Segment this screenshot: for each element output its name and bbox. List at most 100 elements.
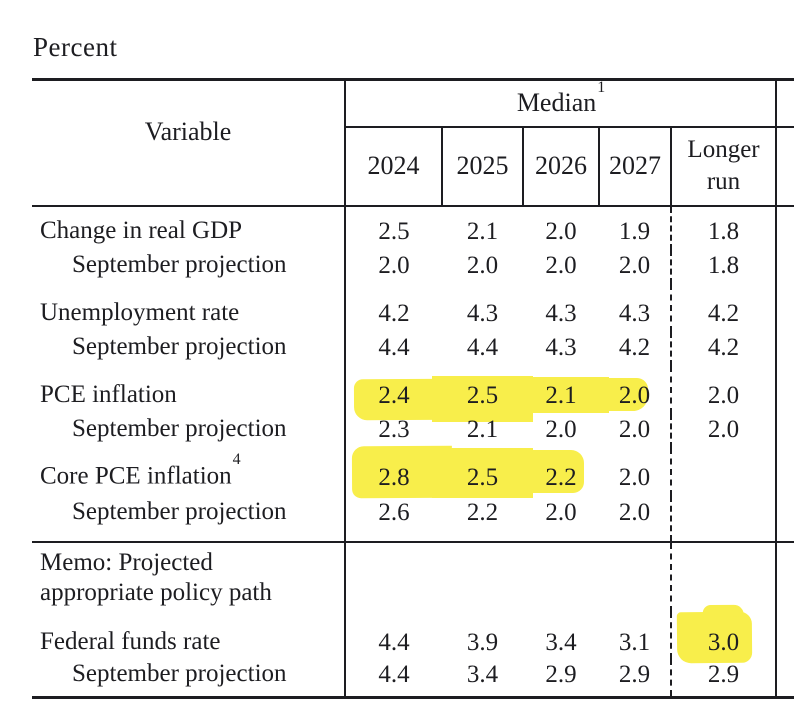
- variable-header-label: Variable: [144, 116, 232, 146]
- cell-value: 2.0: [545, 251, 577, 279]
- cell-value: 1.8: [669, 249, 778, 284]
- cell-value: [669, 540, 778, 612]
- cutoff-column-cell: [776, 659, 794, 698]
- cell-value: 2.0: [545, 498, 577, 526]
- cutoff-column-cell: [776, 540, 794, 612]
- cell-value: [523, 540, 599, 612]
- table-row-gdp: Change in real GDP 2.5 2.1 2.0 1.9 1.8: [32, 205, 794, 250]
- row-label: September projection: [32, 331, 346, 366]
- row-label: September projection: [32, 249, 346, 284]
- cell-value: [599, 540, 671, 612]
- cutoff-column-cell: [776, 448, 794, 496]
- cutoff-column-cell: [776, 206, 794, 250]
- row-label: Memo: Projected appropriate policy path: [32, 540, 346, 612]
- table-row-core-pce-september: September projection 2.6 2.2 2.0 2.0: [32, 495, 794, 542]
- cell-value: 2.9: [618, 660, 651, 688]
- year-header-2026: 2026: [523, 126, 600, 207]
- cutoff-column-cell: [776, 612, 794, 659]
- row-label: Federal funds rate: [32, 611, 346, 659]
- cell-value: 3.4: [545, 628, 577, 656]
- cutoff-column-cell: [776, 366, 794, 414]
- table-row-federal-funds-september: September projection 4.4 3.4 2.9 2.9 2.9: [32, 658, 794, 698]
- cell-value: 2.0: [618, 498, 651, 526]
- cutoff-column-cell: [776, 126, 794, 207]
- longer-run-header: Longer run: [671, 126, 778, 207]
- cell-value: 4.2: [618, 333, 651, 361]
- cutoff-column-cell: [776, 496, 794, 542]
- cell-value: 4.2: [378, 299, 410, 327]
- variable-column-header: Variable: [32, 79, 346, 207]
- table-row-federal-funds-rate: Federal funds rate 4.4 3.9 3.4 3.1 3.0: [32, 611, 794, 663]
- table-header-group-row: Variable Median1: [32, 78, 794, 207]
- cell-value: [345, 540, 442, 612]
- cell-value: 4.4: [378, 333, 410, 361]
- table-row-unemployment-september: September projection 4.4 4.4 4.3 4.2 4.2: [32, 331, 794, 366]
- cell-value: 3.1: [618, 628, 651, 656]
- cell-value: 3.9: [466, 628, 499, 656]
- median-header-label: Median: [516, 88, 597, 118]
- median-group-header: Median1: [345, 78, 778, 128]
- cell-value: 1.9: [618, 217, 651, 245]
- highlight-mark: [513, 449, 584, 493]
- cell-value: 4.2: [669, 283, 778, 332]
- cell-value: 4.4: [378, 628, 410, 656]
- cutoff-column-cell: [776, 284, 794, 332]
- cell-value: 2.6: [378, 498, 410, 526]
- cell-value: 2.0: [669, 365, 778, 414]
- table-header-years-row: 2024 2025 2026 2027 Longer run: [32, 126, 794, 207]
- cell-value: 2.5: [378, 217, 410, 245]
- cell-value: 4.4: [378, 660, 410, 688]
- cell-value: 2.0: [378, 251, 410, 279]
- cell-value: [669, 495, 778, 542]
- cell-value: 2.5: [432, 366, 533, 422]
- cell-value: 2.0: [545, 415, 577, 443]
- cell-value: 4.3: [618, 299, 651, 327]
- row-label: September projection: [32, 495, 346, 542]
- cell-value: 2.3: [378, 415, 410, 443]
- table-row-unemployment: Unemployment rate 4.2 4.3 4.3 4.3 4.2: [32, 283, 794, 332]
- cell-value: 4.4: [466, 333, 499, 361]
- cutoff-column-cell: [776, 332, 794, 366]
- cutoff-column-cell: [776, 79, 794, 128]
- cell-value: 4.3: [466, 299, 499, 327]
- table-row-core-pce-inflation: Core PCE inflation4 2.8 2.5 2.2 2.0: [32, 445, 794, 498]
- year-header-2024: 2024: [345, 126, 443, 207]
- table-row-gdp-september: September projection 2.0 2.0 2.0 2.0 1.8: [32, 249, 794, 284]
- table-row-pce-inflation: PCE inflation 2.4 2.5 2.1 2.0 2.0: [32, 365, 794, 422]
- row-label: Core PCE inflation4: [32, 447, 346, 496]
- cell-value: 4.2: [669, 331, 778, 366]
- cell-value: 2.9: [669, 658, 778, 697]
- cell-value: [442, 540, 523, 612]
- row-label: Change in real GDP: [32, 205, 346, 250]
- cutoff-column-cell: [776, 250, 794, 284]
- cell-value: 2.0: [545, 217, 577, 245]
- cell-value: 4.3: [545, 333, 577, 361]
- year-header-2025: 2025: [442, 126, 524, 207]
- cell-value: 2.8: [345, 445, 453, 498]
- cutoff-column-cell: [776, 414, 794, 448]
- row-label: September projection: [32, 413, 346, 448]
- cell-value: 2.9: [545, 660, 577, 688]
- cell-value: 4.3: [545, 299, 577, 327]
- cell-value: 2.2: [513, 448, 599, 496]
- row-label: Unemployment rate: [32, 283, 346, 332]
- cell-value: 2.4: [345, 366, 453, 420]
- cell-value: 2.2: [466, 498, 499, 526]
- cell-value: 2.5: [432, 447, 533, 498]
- projections-table: Variable Median1 2024 2025 2026 2027 Lon…: [32, 78, 794, 699]
- cell-value: 3.0: [669, 611, 778, 663]
- cell-value: [669, 447, 778, 496]
- row-label: September projection: [32, 658, 346, 697]
- table-row-memo: Memo: Projected appropriate policy path: [32, 540, 794, 612]
- cell-value: 2.0: [618, 251, 651, 279]
- year-header-2027: 2027: [599, 126, 672, 207]
- median-footnote-marker: 1: [597, 78, 606, 96]
- cell-value: 1.8: [669, 205, 778, 250]
- cell-value: 2.0: [669, 413, 778, 448]
- table-row-pce-september: September projection 2.3 2.1 2.0 2.0 2.0: [32, 413, 794, 448]
- cell-value: 2.1: [466, 217, 499, 245]
- cell-value: 2.0: [618, 463, 651, 491]
- core-pce-footnote-marker: 4: [232, 451, 241, 469]
- cell-value: 2.1: [466, 415, 499, 443]
